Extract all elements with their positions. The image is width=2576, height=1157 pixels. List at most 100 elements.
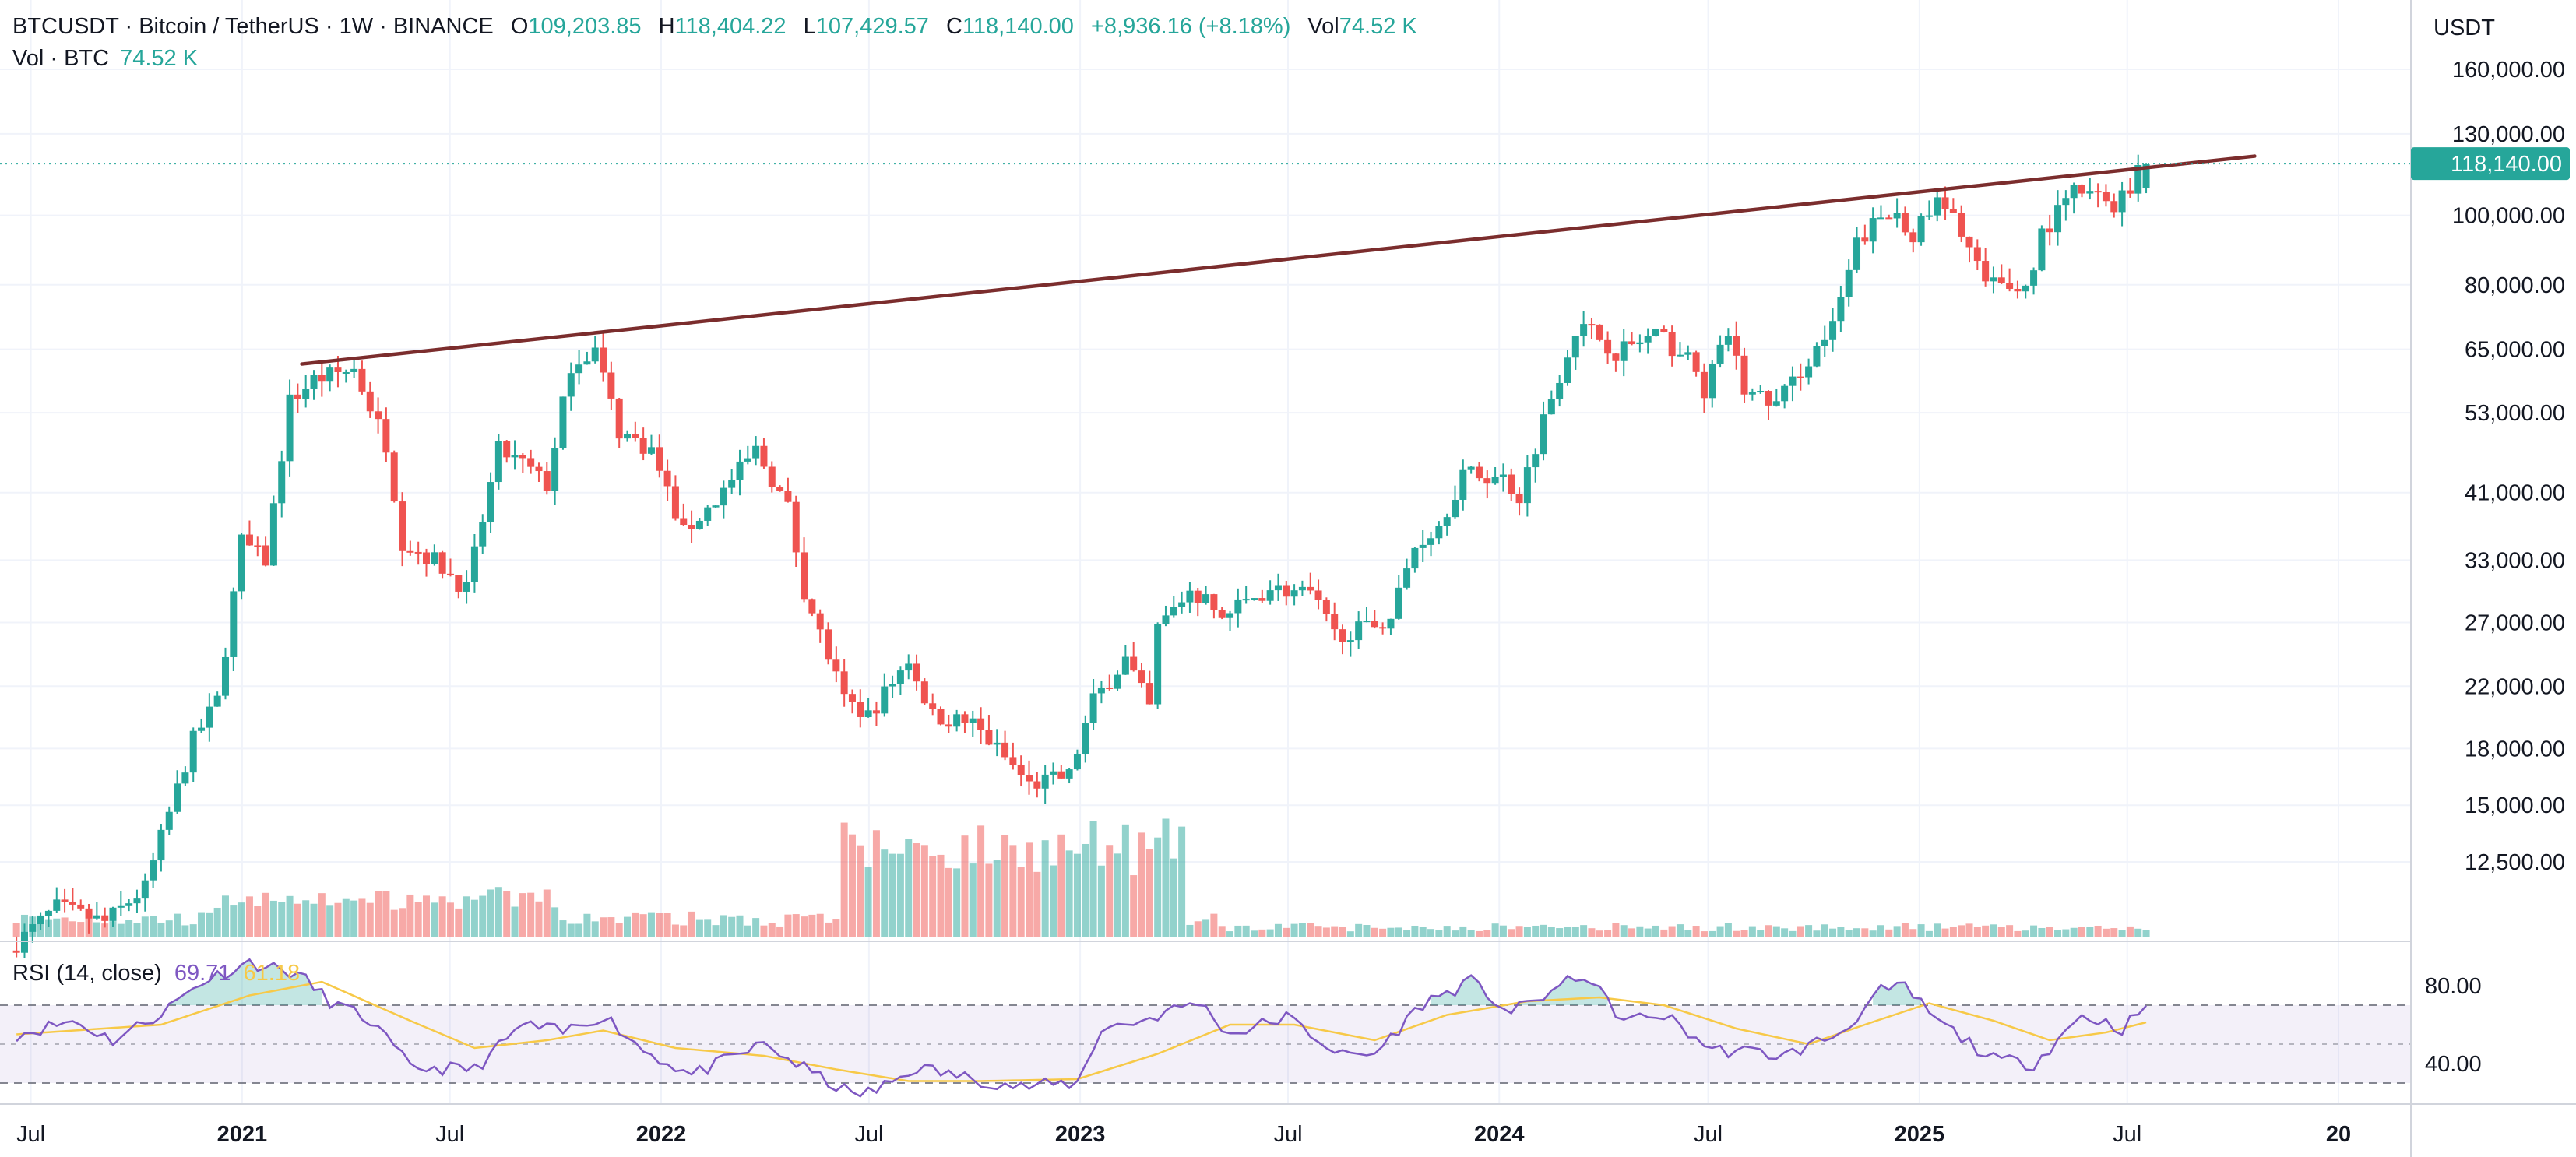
candle-body[interactable] (1411, 547, 1419, 569)
candle-body[interactable] (141, 880, 149, 899)
candle-body[interactable] (881, 686, 889, 714)
candle-body[interactable] (840, 671, 848, 695)
trendline[interactable] (300, 154, 2257, 366)
candle-body[interactable] (1274, 585, 1282, 591)
candle-body[interactable] (1588, 324, 1596, 326)
candle-body[interactable] (1515, 494, 1523, 504)
candle-body[interactable] (1853, 237, 1861, 270)
candle-body[interactable] (776, 487, 784, 491)
candle-body[interactable] (543, 471, 551, 491)
candle-body[interactable] (1684, 352, 1692, 355)
candle-body[interactable] (2070, 185, 2078, 199)
candle-body[interactable] (1740, 355, 1748, 395)
candle-body[interactable] (1716, 344, 1724, 364)
candle-body[interactable] (157, 829, 165, 861)
candle-body[interactable] (1162, 615, 1170, 624)
candle-body[interactable] (1949, 209, 1957, 213)
candle-body[interactable] (712, 505, 720, 508)
candle-body[interactable] (1218, 610, 1226, 618)
candle-body[interactable] (109, 907, 117, 921)
candle-body[interactable] (656, 447, 663, 471)
candle-body[interactable] (680, 518, 688, 526)
candle-body[interactable] (1748, 392, 1756, 395)
candle-body[interactable] (1017, 765, 1025, 775)
candle-body[interactable] (929, 703, 937, 709)
candle-body[interactable] (857, 702, 864, 717)
candle-body[interactable] (85, 908, 93, 919)
candle-body[interactable] (1612, 353, 1620, 361)
candle-body[interactable] (254, 545, 262, 547)
candle-body[interactable] (953, 714, 961, 727)
candle-body[interactable] (2078, 185, 2085, 194)
candle-body[interactable] (768, 466, 776, 487)
candle-body[interactable] (744, 458, 751, 462)
candle-body[interactable] (2086, 191, 2094, 194)
candle-body[interactable] (1660, 329, 1668, 332)
candle-body[interactable] (1885, 217, 1893, 220)
candle-body[interactable] (1821, 339, 1828, 346)
candle-body[interactable] (792, 501, 800, 553)
candle-body[interactable] (69, 902, 76, 905)
candle-body[interactable] (2054, 205, 2062, 233)
candle-body[interactable] (848, 694, 856, 702)
candle-body[interactable] (945, 724, 952, 727)
candle-body[interactable] (1965, 236, 1973, 248)
candle-body[interactable] (1331, 614, 1339, 630)
candle-body[interactable] (920, 681, 928, 704)
candle-body[interactable] (511, 455, 519, 458)
candle-body[interactable] (1314, 590, 1322, 600)
candle-body[interactable] (752, 445, 760, 459)
candle-body[interactable] (663, 470, 671, 487)
candle-body[interactable] (591, 347, 599, 362)
candle-body[interactable] (189, 730, 197, 773)
candle-body[interactable] (213, 695, 221, 707)
candle-body[interactable] (1114, 674, 1121, 689)
candle-body[interactable] (390, 452, 398, 502)
candle-body[interactable] (463, 582, 470, 592)
candle-body[interactable] (29, 924, 37, 932)
candle-body[interactable] (671, 486, 679, 519)
candle-body[interactable] (1483, 478, 1491, 484)
candle-body[interactable] (639, 438, 647, 454)
candle-body[interactable] (1258, 598, 1266, 601)
candle-body[interactable] (1298, 586, 1306, 591)
candle-body[interactable] (262, 545, 269, 566)
candle-body[interactable] (2118, 190, 2126, 213)
candle-body[interactable] (174, 783, 181, 812)
symbol-legend[interactable]: BTCUSDT · Bitcoin / TetherUS · 1W · BINA… (12, 14, 1417, 39)
candle-body[interactable] (1676, 354, 1684, 357)
candle-body[interactable] (1443, 517, 1451, 526)
candle-body[interactable] (1564, 357, 1571, 383)
candle-body[interactable] (1508, 474, 1515, 494)
candle-body[interactable] (1668, 332, 1676, 357)
candle-body[interactable] (455, 575, 463, 592)
candle-body[interactable] (720, 487, 727, 506)
candle-body[interactable] (816, 613, 824, 630)
candle-body[interactable] (1202, 594, 1210, 603)
candle-body[interactable] (278, 461, 286, 504)
candle-body[interactable] (551, 448, 559, 491)
rsi-ma-line[interactable] (16, 980, 2147, 1082)
candle-body[interactable] (559, 396, 567, 448)
candle-body[interactable] (832, 659, 840, 672)
candle-body[interactable] (1523, 467, 1531, 504)
candle-body[interactable] (993, 742, 1001, 745)
candle-body[interactable] (1499, 474, 1507, 477)
candle-body[interactable] (93, 915, 100, 919)
candle-body[interactable] (1547, 399, 1555, 415)
candle-body[interactable] (1580, 324, 1588, 336)
candle-body[interactable] (1234, 599, 1242, 614)
candle-body[interactable] (1049, 771, 1057, 775)
candle-body[interactable] (535, 466, 543, 472)
candle-body[interactable] (688, 525, 695, 529)
candle-body[interactable] (1242, 599, 1250, 601)
candle-body[interactable] (2006, 282, 2014, 289)
candle-body[interactable] (375, 411, 382, 420)
candle-body[interactable] (736, 461, 744, 480)
candle-body[interactable] (1475, 466, 1483, 479)
candle-body[interactable] (1604, 339, 1612, 354)
candle-body[interactable] (1781, 385, 1789, 402)
candle-body[interactable] (1387, 618, 1395, 629)
candle-body[interactable] (1982, 261, 1990, 282)
volume-legend[interactable]: Vol · BTC 74.52 K (12, 46, 198, 72)
